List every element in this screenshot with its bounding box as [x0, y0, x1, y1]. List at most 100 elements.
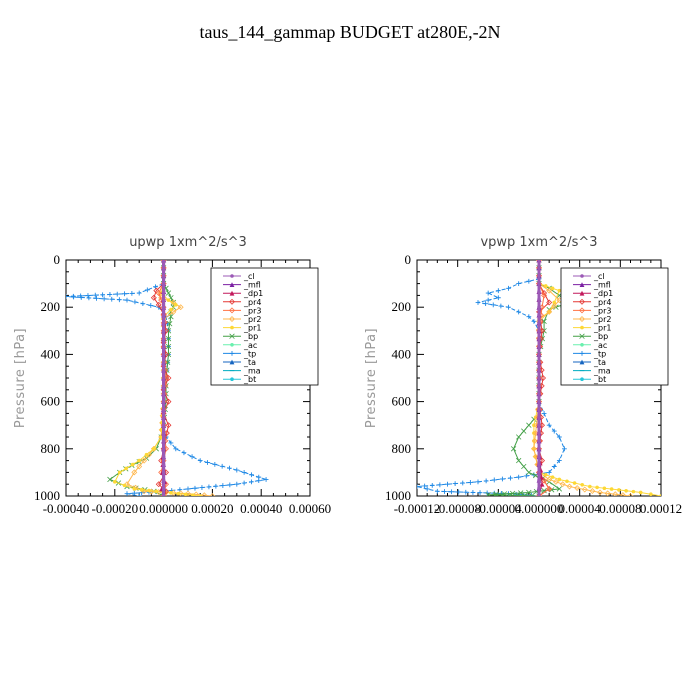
data-point-tp: [71, 294, 77, 300]
data-point-bp: [165, 290, 172, 296]
data-point-bp: [167, 321, 173, 327]
data-point-pr2: [141, 457, 148, 464]
legend-label: _pr1: [243, 324, 261, 333]
data-point-tp: [516, 281, 522, 286]
data-point-cl: [161, 266, 166, 270]
legend-label: _ac: [243, 341, 257, 350]
x-tick-label: 0.00020: [191, 501, 233, 516]
data-point-bp: [165, 343, 172, 350]
legend-marker: [230, 274, 234, 278]
data-point-pr4: [150, 294, 157, 301]
data-point-cl: [537, 486, 541, 490]
data-point-tp: [153, 284, 158, 290]
legend-marker: [579, 359, 585, 365]
y-axis-label: Pressure [hPa]: [364, 328, 379, 428]
x-tick-label: 0.00004: [559, 501, 602, 516]
data-point-tp: [249, 472, 254, 478]
data-point-tp: [485, 290, 491, 296]
data-point-bp: [549, 487, 555, 493]
data-point-cl: [161, 260, 166, 262]
data-point-pr2: [559, 481, 566, 488]
data-point-cl: [161, 407, 166, 412]
data-point-pr1: [543, 284, 548, 288]
data-point-tp: [100, 292, 105, 298]
data-point-tp: [78, 295, 84, 300]
data-point-pr2: [566, 483, 573, 490]
data-point-pr2: [612, 491, 619, 496]
legend-marker: [579, 298, 585, 305]
data-point-bp: [485, 492, 491, 496]
y-tick-label: 1000: [385, 488, 411, 503]
x-tick-label: -0.00012: [394, 501, 441, 516]
data-point-bp: [521, 428, 527, 434]
data-point-pr1: [169, 491, 173, 495]
data-point-pr2: [574, 485, 581, 492]
data-point-pr1: [602, 486, 607, 491]
data-point-cl: [537, 352, 541, 357]
data-point-tp: [256, 478, 262, 484]
data-point-tp: [508, 475, 513, 481]
data-point-pr2: [193, 491, 200, 496]
data-point-cl: [537, 297, 541, 302]
data-point-pr2: [177, 304, 184, 311]
data-point-cl: [161, 344, 166, 349]
data-point-cl: [161, 478, 166, 483]
data-point-tp: [523, 473, 529, 479]
legend-label: _ma: [243, 367, 261, 376]
data-point-tp: [101, 296, 107, 302]
legend-marker: [579, 307, 585, 314]
data-point-cl: [537, 344, 541, 349]
x-tick-label: -0.00020: [92, 501, 139, 516]
data-point-tp: [424, 486, 430, 492]
data-point-tp: [173, 446, 179, 452]
data-point-tp: [546, 470, 552, 475]
data-point-pr1: [588, 484, 592, 489]
data-point-tp: [136, 290, 142, 296]
data-point-tp: [506, 285, 511, 291]
data-point-pr1: [169, 307, 173, 312]
data-point-cl: [537, 439, 541, 443]
data-point-cl: [537, 368, 541, 372]
data-point-cl: [537, 399, 541, 404]
data-point-tp: [107, 292, 113, 297]
data-point-tp: [491, 477, 497, 483]
data-point-tp: [241, 480, 247, 486]
legend: _cl_mfl_dp1_pr4_pr3_pr2_pr1_bp_ac_tp_ta_…: [560, 267, 669, 386]
data-point-cl: [161, 281, 166, 286]
legend-label: _pr4: [593, 298, 611, 307]
data-point-cl: [537, 281, 541, 286]
data-point-tp: [506, 304, 511, 310]
data-point-cl: [161, 297, 166, 302]
legend-label: _pr3: [593, 306, 611, 315]
legend-marker: [229, 359, 235, 365]
legend-label: _cl: [243, 272, 255, 281]
data-point-tp: [124, 491, 130, 496]
legend-marker: [229, 351, 235, 356]
data-point-pr1: [532, 431, 536, 435]
data-point-pr1: [130, 462, 135, 467]
data-point-tp: [114, 291, 120, 297]
data-point-tp: [483, 301, 489, 307]
y-tick-label: 600: [41, 394, 61, 409]
data-point-tp: [199, 485, 205, 490]
data-point-bp: [521, 492, 528, 496]
legend-marker: [229, 307, 235, 314]
data-point-pr4: [155, 481, 162, 488]
x-tick-label: -0.00008: [434, 501, 481, 516]
data-point-tp: [197, 458, 203, 463]
data-point-tp: [437, 482, 443, 488]
legend-marker: [579, 290, 585, 296]
data-point-cl: [161, 462, 166, 467]
data-point-tp: [516, 474, 522, 480]
legend-label: _ta: [243, 358, 256, 367]
data-point-cl: [161, 273, 166, 278]
data-point-tp: [551, 428, 557, 434]
data-point-cl: [537, 454, 541, 459]
data-point-dp1: [539, 481, 545, 487]
data-point-tp: [131, 490, 137, 496]
data-point-pr2: [551, 303, 558, 309]
data-point-cl: [161, 313, 166, 317]
panel-1: upwp 1xm^2/s^3 Pressure [hPa] 0 200 400 600 80…: [13, 235, 331, 516]
data-point-cl: [537, 470, 541, 475]
data-point-cl: [537, 447, 541, 451]
